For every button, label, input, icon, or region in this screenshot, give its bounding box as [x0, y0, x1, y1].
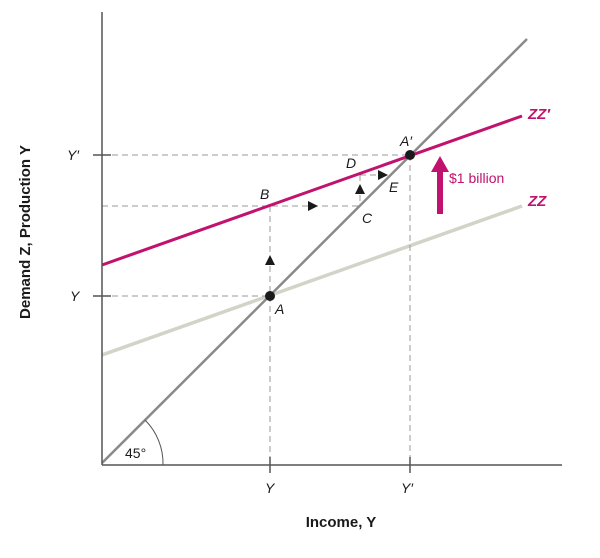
x-tick-label-y: Y — [265, 480, 276, 496]
label-b: B — [260, 186, 269, 202]
shift-arrow-shaft — [437, 168, 443, 214]
label-a: A — [274, 301, 284, 317]
step-arrows — [265, 170, 388, 265]
point-a-prime — [405, 150, 415, 160]
arrow-up-c-to-d — [355, 184, 365, 194]
y-tick-label-y: Y — [70, 288, 81, 304]
label-e: E — [389, 179, 399, 195]
arrow-up-a-to-b — [265, 255, 275, 265]
zz-prime-line — [101, 114, 523, 267]
angle-label: 45° — [125, 445, 146, 461]
zz-line — [101, 204, 523, 357]
x-axis-title: Income, Y — [306, 514, 377, 531]
line-45-degree — [101, 38, 528, 464]
arrow-right-d-to-e — [378, 170, 388, 180]
tick-marks — [93, 154, 411, 473]
x-tick-label-y-prime: Y′ — [401, 480, 414, 496]
zz-label: ZZ — [527, 193, 547, 210]
y-axis-title: Demand Z, Production Y — [17, 145, 34, 319]
shift-label: $1 billion — [449, 170, 504, 186]
label-c: C — [362, 210, 373, 226]
angle-arc — [144, 419, 164, 466]
point-a — [265, 291, 275, 301]
y-tick-label-y-prime: Y′ — [67, 147, 80, 163]
shift-arrow — [431, 156, 449, 214]
arrow-right-b-to-c — [308, 201, 318, 211]
shift-arrow-head — [431, 156, 449, 172]
label-d: D — [346, 155, 356, 171]
zz-prime-label: ZZ′ — [527, 106, 551, 123]
label-a-prime: A′ — [399, 133, 413, 149]
